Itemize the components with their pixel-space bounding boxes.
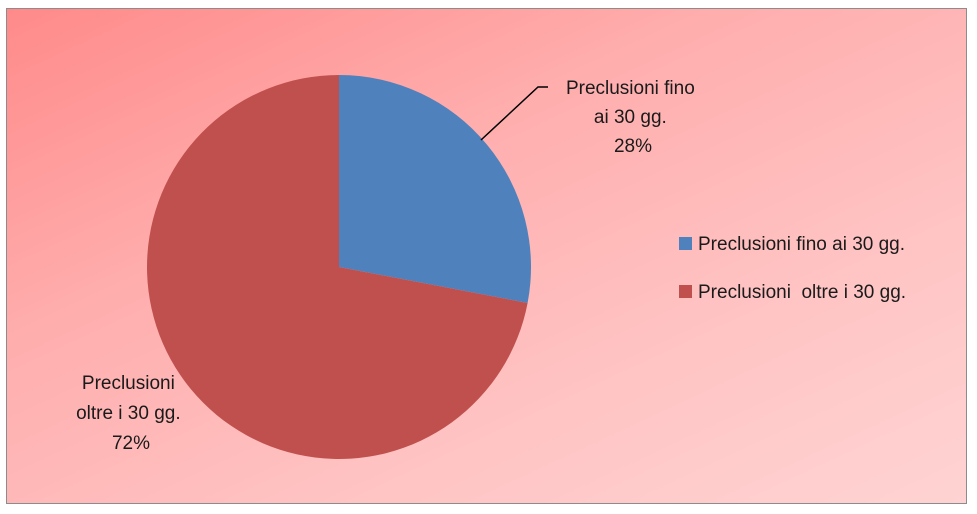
data-label-slice-2-line-2: oltre i 30 gg. (76, 403, 181, 424)
pie-slices (147, 75, 532, 460)
data-label-slice-1-percent: 28% (614, 136, 652, 157)
pie-slice-2 (147, 75, 528, 460)
legend-label-2: Preclusioni oltre i 30 gg. (698, 282, 906, 303)
pie-slice-1 (339, 75, 532, 303)
data-label-slice-2: Preclusioni oltre i 30 gg. 72% (76, 373, 186, 454)
chart-area: Preclusioni fino ai 30 gg. 28% Preclusio… (6, 8, 967, 504)
legend-swatch-2 (679, 285, 692, 298)
data-label-slice-2-line-1: Preclusioni (82, 373, 175, 394)
data-label-slice-1: Preclusioni fino ai 30 gg. 28% (566, 78, 700, 157)
data-label-slice-2-percent: 72% (112, 433, 150, 454)
legend-swatch-1 (679, 237, 692, 250)
legend-label-1: Preclusioni fino ai 30 gg. (698, 234, 905, 255)
legend: Preclusioni fino ai 30 gg. Preclusioni o… (679, 234, 906, 303)
data-label-slice-1-line-1: Preclusioni fino (566, 78, 695, 99)
pie-chart: Preclusioni fino ai 30 gg. 28% Preclusio… (76, 75, 906, 460)
leader-line-slice-1 (480, 86, 548, 141)
data-label-slice-1-line-2: ai 30 gg. (594, 107, 667, 128)
